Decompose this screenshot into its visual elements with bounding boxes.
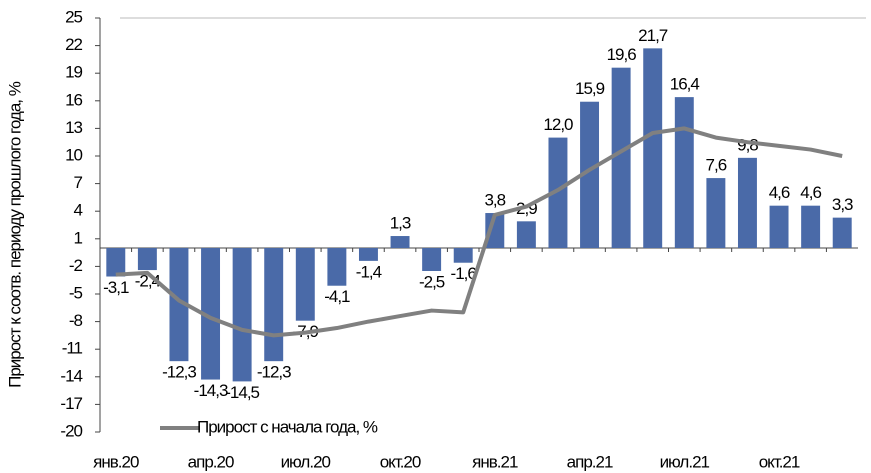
y-tick-label: -11 xyxy=(62,339,83,358)
data-label: 19,6 xyxy=(607,45,637,64)
bar xyxy=(580,101,600,248)
y-tick-label: -20 xyxy=(60,421,82,440)
x-tick-label: июл.20 xyxy=(281,452,331,471)
y-axis-label: Прирост к соотв. периоду прошлого года, … xyxy=(5,81,24,388)
data-label: -14,5 xyxy=(225,383,259,402)
y-tick-label: 4 xyxy=(74,201,83,220)
data-label: -2,5 xyxy=(419,272,445,291)
bar xyxy=(485,213,505,248)
y-tick-label: 25 xyxy=(65,7,82,26)
y-tick-label: -2 xyxy=(69,256,83,275)
data-label: -14,3 xyxy=(194,381,228,400)
data-label: 4,6 xyxy=(800,183,821,202)
data-label: 21,7 xyxy=(638,26,668,45)
bar xyxy=(548,137,568,248)
bar xyxy=(611,67,631,249)
data-label: -4,1 xyxy=(324,287,350,306)
bar xyxy=(137,248,157,271)
x-tick-label: янв.21 xyxy=(472,452,518,471)
bar xyxy=(706,178,726,248)
bar xyxy=(295,248,315,321)
data-label: -1,6 xyxy=(451,264,477,283)
data-label: 4,6 xyxy=(769,183,790,202)
data-label: 1,3 xyxy=(390,214,411,233)
bar xyxy=(737,157,757,248)
bar xyxy=(769,205,789,248)
line xyxy=(115,126,843,338)
y-tick-label: 19 xyxy=(65,63,82,82)
y-tick-label: 7 xyxy=(74,173,83,192)
bar xyxy=(327,248,347,286)
bar xyxy=(358,248,378,261)
data-label: 7,6 xyxy=(706,156,727,175)
bar xyxy=(643,48,663,248)
x-tick-label: янв.20 xyxy=(93,452,139,471)
y-tick-label: 22 xyxy=(65,35,82,54)
bar xyxy=(232,248,252,382)
bar xyxy=(453,248,473,263)
data-label: -1,4 xyxy=(356,262,382,281)
bar xyxy=(201,248,221,380)
data-label: -12,3 xyxy=(162,363,196,382)
data-label: 3,8 xyxy=(484,191,505,210)
bar xyxy=(106,248,126,277)
y-tick-label: 10 xyxy=(65,145,82,164)
y-tick-label: -17 xyxy=(60,394,82,413)
bar xyxy=(516,221,536,248)
y-tick-label: -14 xyxy=(60,366,82,385)
data-label: 3,3 xyxy=(832,195,853,214)
bar xyxy=(801,205,821,248)
y-tick-label: 1 xyxy=(74,228,83,247)
data-label: -12,3 xyxy=(257,363,291,382)
y-tick-label: 16 xyxy=(65,90,82,109)
bar xyxy=(674,97,694,249)
x-tick-label: июл.21 xyxy=(660,452,710,471)
data-label: 15,9 xyxy=(575,79,605,98)
bar xyxy=(832,217,852,248)
data-label: -2,4 xyxy=(135,272,161,291)
data-label: -3,1 xyxy=(103,278,129,297)
y-tick-label: -5 xyxy=(69,283,83,302)
legend-label: Прирост с начала года, % xyxy=(197,417,378,436)
y-tick-label: -8 xyxy=(69,311,83,330)
x-tick-label: апр.21 xyxy=(567,452,613,471)
bar xyxy=(169,248,189,362)
bar xyxy=(422,248,442,271)
data-label: 12,0 xyxy=(543,115,573,134)
x-tick-label: апр.20 xyxy=(188,452,234,471)
y-tick-label: 13 xyxy=(65,118,82,137)
x-tick-label: окт.21 xyxy=(759,452,800,471)
x-tick-label: окт.20 xyxy=(380,452,421,471)
bar xyxy=(390,236,410,248)
data-label: 16,4 xyxy=(670,75,700,94)
bar xyxy=(264,248,284,362)
